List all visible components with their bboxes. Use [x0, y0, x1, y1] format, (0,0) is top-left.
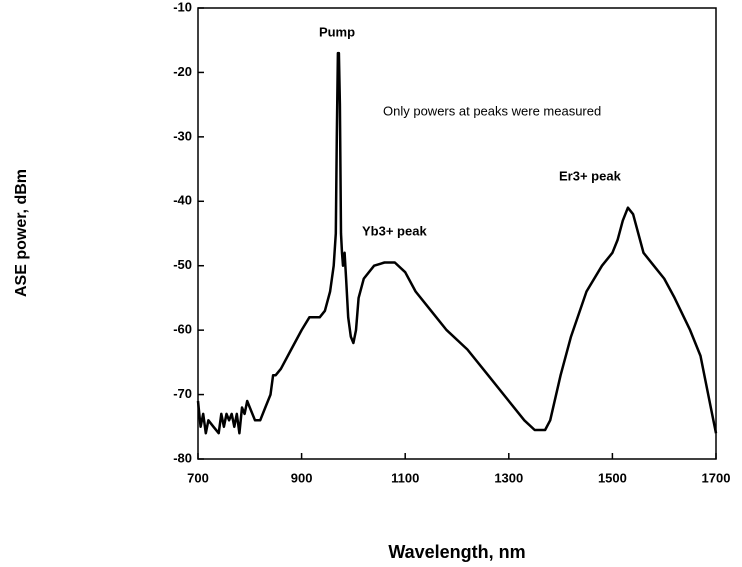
y-tick-label: -60 [173, 322, 192, 337]
x-tick-label: 1700 [702, 470, 731, 485]
annotation: Only powers at peaks were measured [383, 103, 601, 118]
y-axis-label: ASE power, dBm [13, 169, 30, 297]
x-tick-label: 900 [291, 470, 313, 485]
y-tick-label: -50 [173, 257, 192, 272]
annotation: Er3+ peak [559, 168, 622, 183]
x-axis-label: Wavelength, nm [388, 542, 525, 562]
x-tick-label: 1100 [391, 470, 419, 485]
x-tick-label: 1500 [598, 470, 627, 485]
plot-frame [197, 7, 717, 460]
annotation: Yb3+ peak [362, 223, 427, 238]
y-tick-label: -40 [173, 193, 192, 208]
data-line [196, 51, 718, 435]
y-tick-label: -30 [173, 128, 192, 143]
y-tick-label: -10 [173, 0, 192, 14]
y-tick-label: -20 [173, 64, 192, 79]
y-tick-label: -70 [173, 386, 192, 401]
y-tick-label: -80 [173, 450, 192, 465]
x-tick-label: 700 [187, 470, 209, 485]
annotation: Pump [319, 24, 355, 39]
x-tick-label: 1300 [494, 470, 523, 485]
